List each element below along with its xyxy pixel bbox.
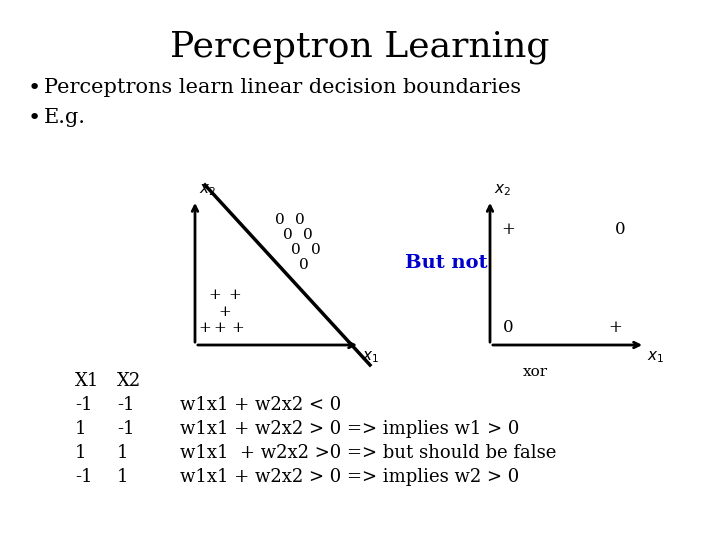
Text: +: + — [199, 321, 212, 335]
Text: 0: 0 — [311, 243, 321, 257]
Text: $x_1$: $x_1$ — [647, 349, 664, 365]
Text: 1: 1 — [75, 444, 86, 462]
Text: 0: 0 — [283, 228, 293, 242]
Text: X1: X1 — [75, 372, 99, 390]
Text: E.g.: E.g. — [44, 108, 86, 127]
Text: w1x1 + w2x2 > 0 => implies w2 > 0: w1x1 + w2x2 > 0 => implies w2 > 0 — [180, 468, 519, 486]
Text: Perceptrons learn linear decision boundaries: Perceptrons learn linear decision bounda… — [44, 78, 521, 97]
Text: Perceptron Learning: Perceptron Learning — [171, 30, 549, 64]
Text: 0: 0 — [291, 243, 301, 257]
Text: +: + — [219, 305, 231, 319]
Text: w1x1  + w2x2 >0 => but should be false: w1x1 + w2x2 >0 => but should be false — [180, 444, 557, 462]
Text: -1: -1 — [117, 420, 135, 438]
Text: 0: 0 — [299, 258, 309, 272]
Text: •: • — [28, 108, 41, 128]
Text: +: + — [232, 321, 244, 335]
Text: xor: xor — [523, 365, 548, 379]
Text: +: + — [229, 288, 241, 302]
Text: But not: But not — [405, 253, 487, 272]
Text: -1: -1 — [117, 396, 135, 414]
Text: 1: 1 — [75, 420, 86, 438]
Text: 0: 0 — [303, 228, 313, 242]
Text: 0: 0 — [615, 221, 625, 239]
Text: 0: 0 — [503, 319, 513, 335]
Text: X2: X2 — [117, 372, 141, 390]
Text: +: + — [501, 221, 515, 239]
Text: $x_2$: $x_2$ — [199, 183, 216, 198]
Text: 1: 1 — [117, 468, 128, 486]
Text: +: + — [209, 288, 221, 302]
Text: -1: -1 — [75, 468, 92, 486]
Text: +: + — [214, 321, 226, 335]
Text: 0: 0 — [275, 213, 285, 227]
Text: 0: 0 — [295, 213, 305, 227]
Text: +: + — [608, 319, 622, 335]
Text: -1: -1 — [75, 396, 92, 414]
Text: $x_1$: $x_1$ — [362, 349, 379, 365]
Text: 1: 1 — [117, 444, 128, 462]
Text: w1x1 + w2x2 < 0: w1x1 + w2x2 < 0 — [180, 396, 341, 414]
Text: w1x1 + w2x2 > 0 => implies w1 > 0: w1x1 + w2x2 > 0 => implies w1 > 0 — [180, 420, 519, 438]
Text: $x_2$: $x_2$ — [494, 183, 511, 198]
Text: •: • — [28, 78, 41, 98]
